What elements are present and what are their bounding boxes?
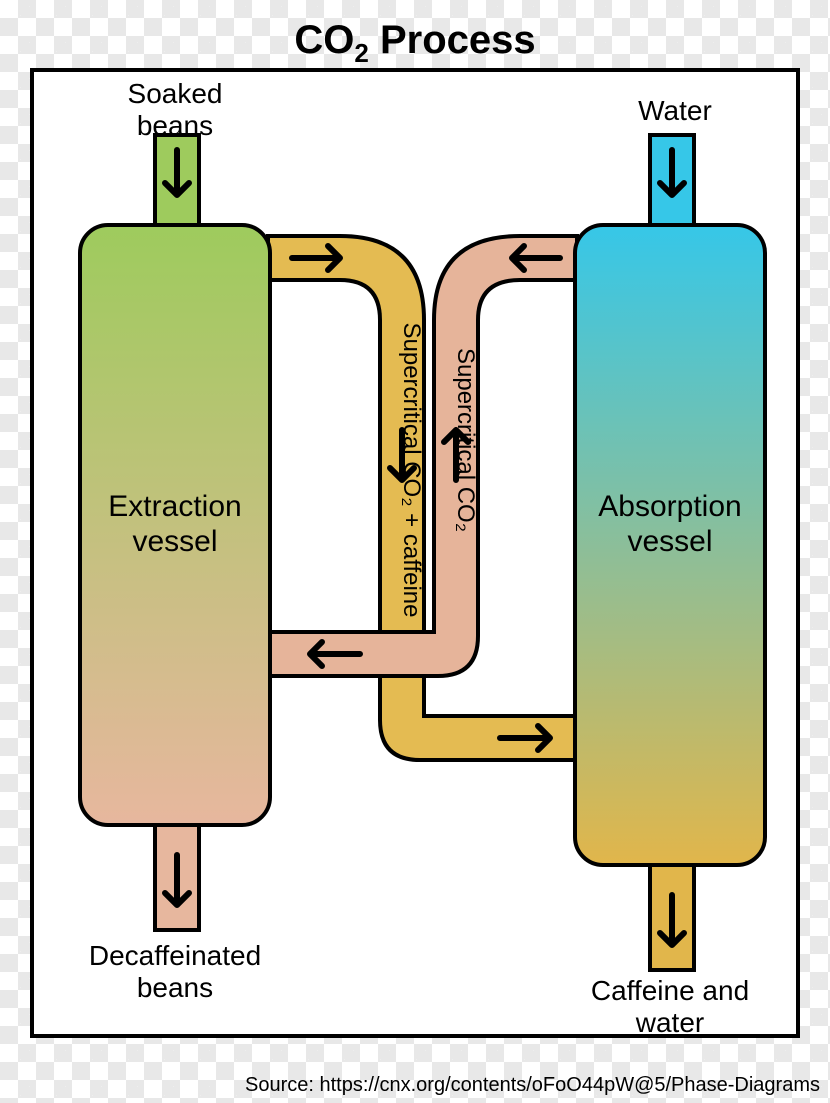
source-citation: Source: https://cnx.org/contents/oFoO44p… [245,1074,820,1097]
label-extraction-vessel: Extractionvessel [80,490,270,559]
label-soaked-beans: Soakedbeans [90,78,260,142]
pipe-pink-label: Supercritical CO₂ [452,348,479,532]
label-water: Water [590,95,760,127]
label-absorption-vessel: Absorptionvessel [575,490,765,559]
page-root: Supercritical CO₂ + caffeine Supercritic… [0,0,830,1103]
label-caffeine-water: Caffeine andwater [565,975,775,1039]
pipe-yellow-label: Supercritical CO₂ + caffeine [398,322,425,617]
diagram-title: CO2 Process [0,18,830,69]
label-decaf-beans: Decaffeinatedbeans [70,940,280,1004]
